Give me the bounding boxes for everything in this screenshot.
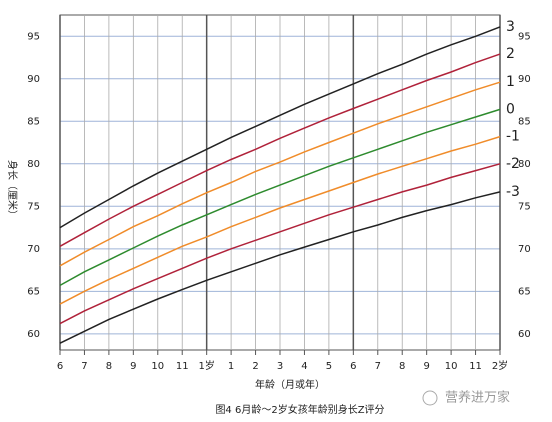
series-line — [59, 135, 501, 305]
x-tick-label: 10 — [151, 361, 164, 372]
x-tick-label: 10 — [445, 361, 458, 372]
y-tick-label: 90 — [27, 74, 40, 85]
x-tick-label: 1 — [228, 361, 234, 372]
chart-title: 图4 6月龄～2岁女孩年龄别身长Z评分 — [215, 403, 384, 416]
x-tick-label: 6 — [57, 361, 63, 372]
series-line — [59, 26, 501, 229]
x-tick-label: 2 — [252, 361, 258, 372]
series-label: 1 — [506, 74, 515, 90]
y-tick-label-right: 90 — [518, 74, 531, 85]
x-tick-label: 11 — [469, 361, 482, 372]
y-tick-label: 95 — [27, 31, 40, 42]
series-line — [59, 163, 501, 325]
x-tick-label: 9 — [423, 361, 429, 372]
y-tick-label: 80 — [27, 159, 40, 170]
y-tick-label-right: 60 — [518, 329, 531, 340]
x-tick-label: 7 — [375, 361, 381, 372]
series-line — [59, 81, 501, 267]
series-label: 3 — [506, 19, 515, 35]
x-tick-label: 6 — [350, 361, 356, 372]
x-tick-label: 8 — [106, 361, 112, 372]
x-tick-label: 1岁 — [198, 359, 214, 372]
series-line — [59, 191, 501, 344]
y-axis-title: 身长（厘米） — [6, 160, 19, 220]
x-axis-title: 年龄（月或年） — [255, 378, 325, 391]
x-tick-label: 8 — [399, 361, 405, 372]
y-tick-label: 85 — [27, 116, 40, 127]
y-tick-label: 70 — [27, 244, 40, 255]
y-tick-label-right: 95 — [518, 31, 531, 42]
series-label: -3 — [506, 184, 520, 200]
y-tick-label-right: 85 — [518, 116, 531, 127]
series-label: -1 — [506, 129, 520, 145]
series-label: 0 — [506, 101, 515, 117]
y-tick-label-right: 70 — [518, 244, 531, 255]
watermark-icon — [422, 390, 438, 406]
series-line — [59, 108, 501, 287]
series-line — [59, 53, 501, 247]
y-tick-label: 65 — [27, 286, 40, 297]
series-label: -2 — [506, 156, 520, 172]
series-label: 2 — [506, 46, 515, 62]
x-tick-label: 2岁 — [492, 359, 508, 372]
x-tick-label: 11 — [176, 361, 189, 372]
y-tick-label: 60 — [27, 329, 40, 340]
x-tick-label: 4 — [301, 361, 307, 372]
x-tick-label: 5 — [326, 361, 332, 372]
x-tick-label: 9 — [130, 361, 136, 372]
x-tick-label: 3 — [277, 361, 283, 372]
y-tick-label: 75 — [27, 201, 40, 212]
watermark: 营养进万家 — [445, 390, 510, 406]
x-tick-label: 7 — [81, 361, 87, 372]
y-tick-label-right: 65 — [518, 286, 531, 297]
y-tick-label-right: 80 — [518, 159, 531, 170]
y-tick-label-right: 75 — [518, 201, 531, 212]
